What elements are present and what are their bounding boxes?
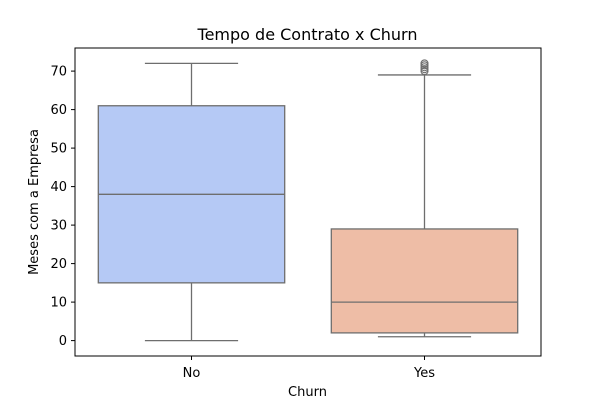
y-tick-label-20: 20 xyxy=(50,257,67,272)
chart-title: Tempo de Contrato x Churn xyxy=(197,25,418,44)
y-tick-label-0: 0 xyxy=(59,334,67,349)
y-tick-label-10: 10 xyxy=(50,296,67,311)
plot-area xyxy=(97,59,519,342)
x-axis-label: Churn xyxy=(288,385,327,400)
y-tick-label-60: 60 xyxy=(50,103,67,118)
y-tick-label-40: 40 xyxy=(50,180,67,195)
y-axis-label: Meses com a Empresa xyxy=(27,129,42,275)
outlier-yes-4 xyxy=(420,59,429,68)
y-tick-label-70: 70 xyxy=(50,65,67,80)
y-tick-label-50: 50 xyxy=(50,142,67,157)
plot-frame xyxy=(74,47,542,357)
y-tick-label-30: 30 xyxy=(50,219,67,234)
axes: 0 10 20 30 40 50 60 70 No Yes xyxy=(50,47,542,381)
x-tick-label-no: No xyxy=(183,366,201,381)
x-tick-label-yes: Yes xyxy=(413,366,435,381)
box-yes xyxy=(330,228,519,334)
